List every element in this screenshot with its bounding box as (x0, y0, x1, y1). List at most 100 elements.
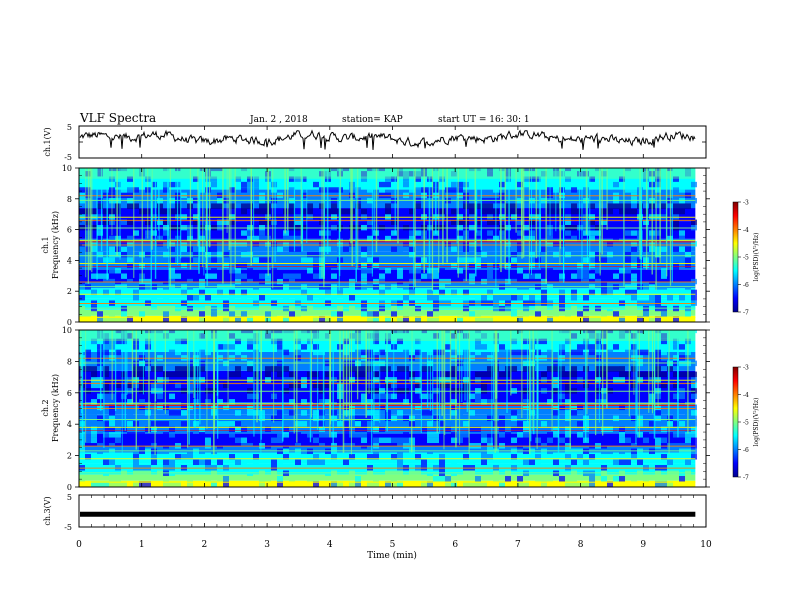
spectrogram-cell (613, 404, 619, 411)
spectrogram-cell (121, 344, 127, 350)
spectrogram-cell (379, 241, 385, 247)
spectrogram-cell (517, 333, 523, 339)
spectrogram-cell (229, 295, 235, 301)
spectrogram-cell (607, 273, 613, 279)
spectrogram-cell (433, 257, 439, 263)
spectrogram-cell (523, 481, 529, 487)
spectrogram-cell (85, 366, 91, 372)
spectrogram-cell (301, 382, 307, 389)
spectrogram-cell (655, 410, 661, 416)
spectrogram-cell (307, 257, 313, 263)
spectrogram-cell (199, 168, 205, 172)
spectrogram-cell (289, 382, 295, 389)
spectrogram-cell (97, 235, 103, 242)
spectrogram-cell (511, 338, 517, 345)
spectrogram-cell (253, 176, 259, 182)
spectrogram-cell (85, 349, 91, 356)
spectrogram-cell (679, 399, 685, 405)
spectrogram-cell (481, 203, 487, 209)
spectrogram-cell (145, 410, 151, 416)
spectrogram-cell (151, 251, 157, 258)
spectrogram-cell (277, 476, 283, 482)
ch2-spec-channel-label: ch.2 (41, 399, 50, 416)
spectrogram-cell (643, 371, 649, 378)
spectrogram-cell (277, 481, 283, 487)
spectrogram-cell (595, 257, 601, 263)
spectrogram-cell (607, 382, 613, 389)
spectrogram-cell (157, 330, 163, 334)
spectrogram-cell (409, 241, 415, 247)
spectrogram-band (79, 446, 696, 453)
spectrogram-cell (289, 219, 295, 225)
spectrogram-cell (619, 426, 625, 433)
spectrogram-cell (511, 176, 517, 182)
spectrogram-cell (283, 273, 289, 279)
spectrogram-cell (175, 273, 181, 279)
spectrogram-cell (505, 208, 511, 215)
spectrogram-cell (475, 168, 481, 172)
spectrogram-cell (403, 176, 409, 182)
spectrogram-cell (445, 371, 451, 378)
spectrogram-cell (169, 333, 175, 339)
spectrogram-cell (559, 454, 565, 460)
spectrogram-cell (259, 426, 265, 433)
spectrogram-cell (397, 454, 403, 460)
spectrogram-cell (505, 295, 511, 301)
spectrogram-cell (109, 476, 115, 482)
spectrogram-cell (607, 203, 613, 209)
spectrogram-cell (385, 338, 391, 345)
spectrogram-cell (133, 481, 139, 487)
spectrogram-cell (613, 459, 619, 466)
spectrogram-cell (595, 371, 601, 378)
spectrogram-cell (157, 203, 163, 209)
spectrogram-cell (85, 311, 91, 317)
spectrogram-cell (109, 421, 115, 427)
spectrogram-cell (91, 251, 97, 258)
spectrogram-cell (433, 333, 439, 339)
spectrogram-cell (589, 481, 595, 487)
spectrogram-cell (85, 410, 91, 416)
spectrogram-cell (595, 344, 601, 350)
spectrogram-cell (415, 257, 421, 263)
spectrogram-cell (559, 382, 565, 389)
spectrogram-cell (373, 476, 379, 482)
spectrogram-cell (517, 219, 523, 225)
spectrogram-cell (691, 241, 697, 247)
spectrogram-cell (229, 330, 235, 334)
spectrogram-cell (241, 181, 247, 188)
spectrogram-cell (595, 268, 601, 274)
spectrogram-cell (685, 289, 691, 296)
spectrogram-cell (547, 366, 553, 372)
spectrogram-cell (601, 393, 607, 400)
spectrogram-cell (475, 349, 481, 356)
spectrogram-cell (463, 311, 469, 317)
spectrogram-cell (565, 454, 571, 460)
y-tick-label: 6 (67, 389, 72, 398)
spectrogram-cell (487, 251, 493, 258)
spectrogram-cell (619, 366, 625, 372)
spectrogram-cell (151, 459, 157, 466)
spectrogram-cell (229, 273, 235, 279)
spectrogram-cell (451, 399, 457, 405)
spectrogram-cell (121, 393, 127, 400)
spectrogram-cell (613, 476, 619, 482)
spectrogram-cell (667, 415, 673, 422)
spectrogram-cell (607, 366, 613, 372)
spectrogram-cell (91, 273, 97, 279)
spectrogram-cell (277, 415, 283, 422)
spectrogram-cell (79, 251, 85, 258)
spectrogram-cell (517, 476, 523, 482)
spectrogram-cell (127, 399, 133, 405)
colorbar-tick-label: -3 (743, 200, 749, 207)
spectrogram-cell (151, 426, 157, 433)
spectrogram-cell (361, 432, 367, 438)
spectrogram-cell (361, 415, 367, 422)
spectrogram-cell (259, 208, 265, 215)
spectrogram-cell (415, 171, 421, 177)
spectrogram-cell (679, 432, 685, 438)
spectrogram-band (79, 168, 696, 179)
spectrogram-cell (535, 208, 541, 215)
spectrogram-cell (673, 176, 679, 182)
spectrogram-cell (535, 459, 541, 466)
